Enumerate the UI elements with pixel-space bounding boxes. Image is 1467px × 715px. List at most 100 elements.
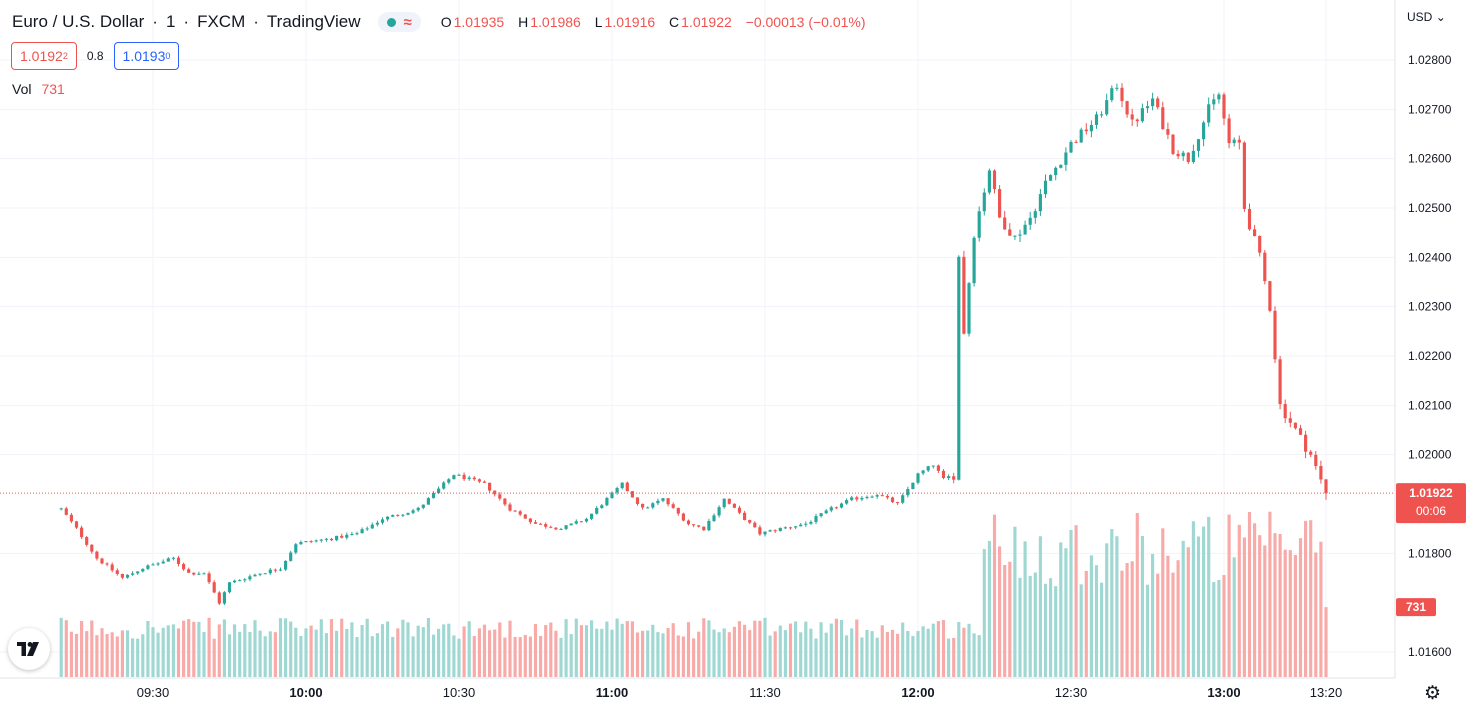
- volume-bar: [758, 620, 762, 677]
- candle-body: [564, 525, 568, 529]
- sell-price: 1.0192: [20, 48, 63, 64]
- volume-bar: [855, 619, 859, 677]
- volume-bar: [544, 625, 548, 677]
- change-value: −0.00013 (−0.01%): [745, 14, 866, 30]
- candle-body: [115, 570, 119, 574]
- candle-body: [1013, 235, 1017, 237]
- candle-body: [783, 527, 787, 529]
- gear-icon[interactable]: ⚙: [1424, 683, 1442, 704]
- candle-body: [1263, 252, 1267, 282]
- candle-body: [661, 498, 665, 501]
- candle-body: [1023, 224, 1027, 235]
- volume-bar: [1324, 607, 1328, 677]
- interval-label[interactable]: 1: [165, 12, 176, 31]
- countdown-label: 00:06: [1416, 504, 1446, 518]
- last-price-label: 1.01922: [1409, 486, 1453, 500]
- volume-bar: [161, 627, 165, 677]
- volume-label: Vol: [12, 81, 32, 97]
- candle-body: [1268, 281, 1272, 311]
- volume-bar: [1161, 528, 1165, 677]
- chevron-down-icon: ⌄: [1435, 10, 1446, 24]
- volume-bar: [773, 631, 777, 677]
- candle-body: [437, 488, 441, 494]
- candle-body: [176, 557, 181, 564]
- candle-body: [1227, 118, 1231, 144]
- volume-bar: [115, 636, 119, 677]
- volume-bar: [732, 626, 736, 677]
- candle-body: [95, 551, 99, 559]
- volume-bar: [676, 635, 680, 677]
- volume-bar: [146, 620, 150, 677]
- candle-body: [482, 481, 487, 483]
- volume-legend[interactable]: Vol 731: [12, 81, 65, 97]
- candle-body: [85, 537, 89, 545]
- candle-body: [788, 527, 793, 529]
- candle-body: [625, 482, 629, 492]
- volume-bar: [1125, 563, 1129, 677]
- candle-body: [1309, 451, 1313, 455]
- candle-body: [926, 466, 930, 471]
- volume-bar: [1110, 529, 1114, 677]
- candle-body: [1115, 87, 1119, 89]
- candle-body: [590, 513, 594, 519]
- volume-bar: [1049, 578, 1053, 677]
- volume-bar: [182, 620, 186, 677]
- volume-bar: [289, 621, 293, 677]
- volume-bar: [686, 622, 691, 677]
- volume-bar: [294, 627, 298, 677]
- volume-bar: [391, 636, 395, 677]
- candle-body: [253, 574, 257, 577]
- volume-bar: [1135, 513, 1139, 677]
- candle-body: [447, 479, 451, 483]
- market-status-pill[interactable]: ≈: [378, 12, 421, 32]
- high-value: 1.01986: [530, 14, 581, 30]
- source-label: TradingView: [266, 12, 361, 31]
- volume-bar: [620, 623, 624, 677]
- candle-body: [401, 514, 405, 516]
- candle-body: [880, 495, 884, 497]
- buy-button[interactable]: 1.0193 0: [113, 42, 180, 70]
- volume-bar: [1309, 520, 1313, 677]
- volume-bar: [1232, 557, 1236, 677]
- candle-body: [1059, 164, 1063, 168]
- candle-body: [426, 498, 430, 505]
- candle-body: [1100, 114, 1104, 116]
- volume-bar: [278, 618, 283, 677]
- candle-body: [207, 573, 211, 583]
- volume-bar: [227, 634, 232, 677]
- volume-bar: [860, 637, 864, 677]
- volume-bar: [1186, 547, 1190, 677]
- volume-bar: [462, 626, 466, 677]
- volume-bars: [59, 511, 1328, 677]
- candle-body: [712, 515, 716, 521]
- sell-button[interactable]: 1.0192 2: [11, 42, 77, 70]
- candle-body: [600, 505, 604, 509]
- sell-price-fraction: 2: [62, 51, 68, 61]
- currency-selector[interactable]: USD ⌄: [1407, 10, 1446, 24]
- candle-body: [533, 522, 538, 524]
- symbol-name[interactable]: Euro / U.S. Dollar: [12, 12, 145, 31]
- volume-bar: [656, 632, 660, 677]
- volume-bar: [788, 623, 793, 677]
- tradingview-logo-icon[interactable]: [8, 628, 50, 670]
- candle-body: [1084, 129, 1088, 132]
- volume-bar: [1196, 536, 1201, 677]
- candle-body: [865, 496, 869, 498]
- symbol-legend[interactable]: Euro / U.S. Dollar · 1 · FXCM · TradingV…: [12, 12, 866, 32]
- volume-bar: [1094, 565, 1099, 677]
- candle-body: [141, 568, 145, 572]
- candle-body: [467, 477, 471, 480]
- volume-bar: [85, 631, 89, 677]
- candle-body: [120, 573, 124, 578]
- volume-bar: [1013, 526, 1017, 677]
- volume-bar: [69, 631, 73, 677]
- volume-bar: [1145, 584, 1150, 677]
- candle-body: [584, 518, 589, 522]
- candle-body: [559, 528, 563, 530]
- candle-body: [462, 474, 466, 480]
- volume-bar: [533, 623, 538, 677]
- candle-body: [921, 470, 925, 474]
- candle-body: [549, 526, 553, 528]
- y-tick-label: 1.02600: [1408, 152, 1452, 166]
